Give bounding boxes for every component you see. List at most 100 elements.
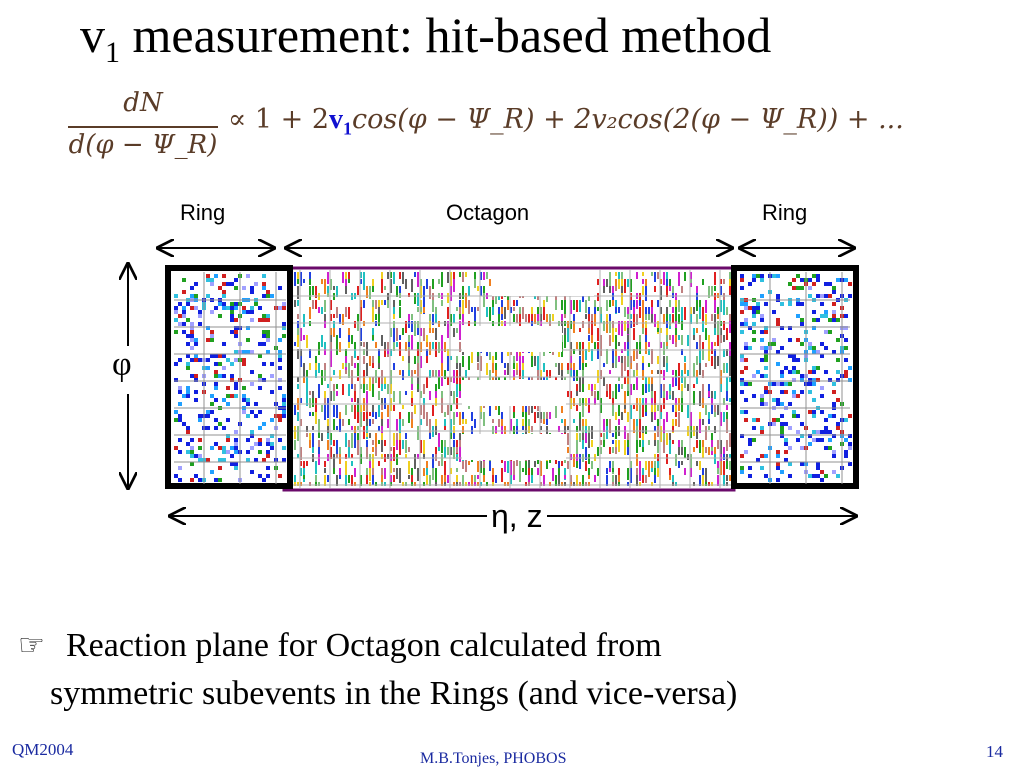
hit — [453, 447, 455, 459]
hit — [453, 433, 455, 439]
hit — [573, 454, 575, 467]
hit — [573, 300, 575, 310]
hit — [663, 314, 665, 324]
hit — [294, 482, 296, 486]
hit — [258, 354, 262, 358]
hit — [339, 419, 341, 432]
hit — [330, 335, 332, 346]
hit — [258, 374, 262, 378]
hit — [423, 328, 425, 341]
hit — [369, 286, 371, 299]
hit — [366, 391, 368, 406]
hit — [681, 349, 683, 355]
bullet-line-2: symmetric subevents in the Rings (and vi… — [50, 675, 738, 712]
hit — [672, 307, 674, 313]
hit — [675, 454, 677, 466]
hit — [318, 342, 320, 355]
hit — [720, 335, 722, 343]
hit — [438, 447, 440, 451]
hit — [726, 412, 728, 423]
hit — [210, 278, 214, 282]
hit — [226, 450, 230, 454]
hit — [324, 370, 326, 381]
hit — [752, 314, 756, 318]
hit — [226, 394, 230, 398]
hit — [498, 314, 500, 329]
hit — [609, 461, 611, 470]
hit — [234, 466, 238, 470]
hit — [315, 286, 317, 298]
hit — [507, 461, 509, 473]
hit — [699, 461, 701, 470]
hit — [576, 342, 578, 349]
hit — [315, 300, 317, 309]
hit — [633, 405, 635, 409]
hit — [447, 272, 449, 283]
hit — [609, 447, 611, 454]
hit — [639, 405, 641, 420]
hit — [309, 363, 311, 370]
hit — [477, 461, 479, 472]
hit — [780, 370, 784, 374]
hit — [429, 370, 431, 378]
hit — [190, 454, 194, 458]
hit — [800, 374, 804, 378]
hit — [363, 279, 365, 290]
hit — [453, 412, 455, 425]
hit — [194, 374, 198, 378]
hit — [796, 414, 800, 418]
hit — [836, 426, 840, 430]
hit — [606, 426, 608, 439]
hit — [507, 482, 509, 486]
hit — [621, 272, 623, 281]
hit — [546, 454, 548, 467]
hit — [242, 362, 246, 366]
hit — [246, 402, 250, 406]
hit — [666, 286, 668, 297]
hit — [723, 321, 725, 330]
hit — [784, 422, 788, 426]
hit — [702, 349, 704, 360]
hit — [573, 419, 575, 423]
hit — [206, 366, 210, 370]
hit — [666, 391, 668, 400]
hit — [528, 482, 530, 486]
hit — [372, 412, 374, 417]
hit — [651, 370, 653, 374]
hit — [450, 272, 452, 286]
hit — [705, 314, 707, 325]
hit — [600, 307, 602, 315]
hit — [330, 356, 332, 367]
hit — [429, 286, 431, 299]
hit — [816, 350, 820, 354]
hit — [477, 286, 479, 291]
hit — [594, 342, 596, 349]
hit — [513, 461, 515, 476]
hit — [714, 412, 716, 417]
hit — [812, 378, 816, 382]
hit — [615, 384, 617, 399]
hit — [663, 342, 665, 355]
hit — [258, 342, 262, 346]
hit — [764, 326, 768, 330]
hit — [270, 418, 274, 422]
hit — [824, 474, 828, 478]
hit — [321, 335, 323, 347]
hit — [321, 307, 323, 314]
hit — [618, 342, 620, 346]
hit — [776, 402, 780, 406]
hit — [372, 356, 374, 365]
hit — [714, 272, 716, 285]
hit — [348, 342, 350, 348]
hit — [282, 306, 286, 310]
hit — [250, 310, 254, 314]
hit — [681, 307, 683, 321]
hit — [450, 356, 452, 360]
hit — [717, 321, 719, 335]
hit — [474, 482, 476, 486]
hit — [714, 349, 716, 362]
hit — [621, 412, 623, 420]
hit — [246, 414, 250, 418]
hit — [250, 290, 254, 294]
hit — [627, 356, 629, 367]
